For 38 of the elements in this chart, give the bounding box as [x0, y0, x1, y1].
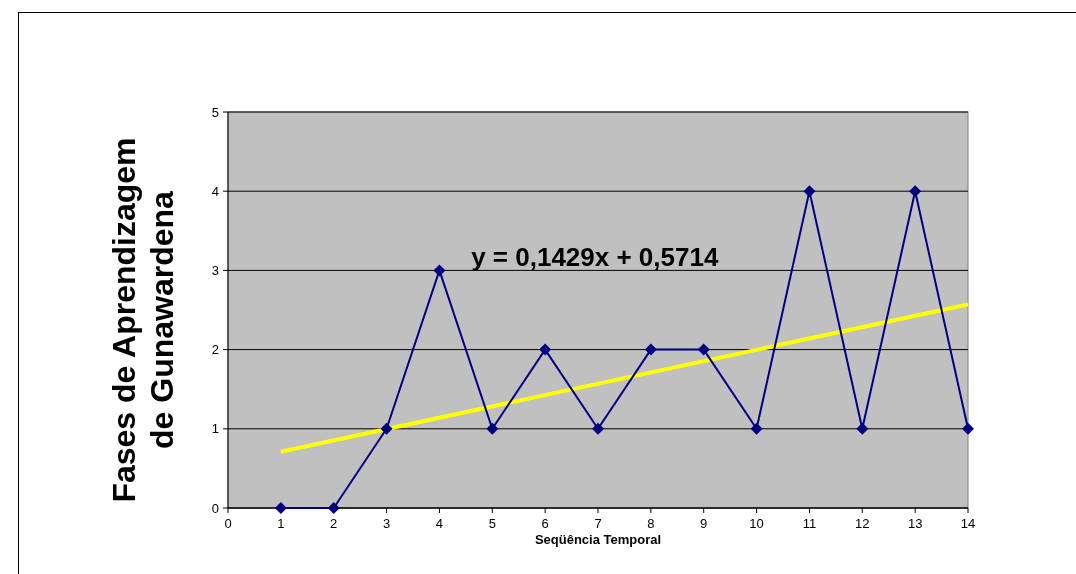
x-tick-label: 6: [541, 516, 549, 531]
point: [539, 343, 552, 356]
x-tick-label: 0: [224, 516, 232, 531]
point: [909, 185, 922, 198]
point: [486, 422, 499, 435]
annotation: y = 0,1429x + 0,5714: [471, 242, 719, 273]
point: [697, 343, 710, 356]
y-axis-title: Fases de Aprendizagem de Gunawardena: [106, 137, 180, 503]
point: [380, 422, 393, 435]
x-tick-label: 14: [960, 516, 976, 531]
x-tick-label: 10: [749, 516, 764, 531]
x-tick-label: 9: [700, 516, 708, 531]
point: [327, 502, 340, 514]
x-tick-label: 4: [435, 516, 444, 531]
point: [592, 422, 604, 435]
x-tick-label: 13: [907, 516, 923, 531]
point: [962, 422, 974, 435]
y-tick-label: 5: [211, 104, 219, 120]
y-tick-label: 4: [211, 183, 219, 199]
point: [803, 185, 816, 198]
y-tick-label: 3: [211, 262, 219, 278]
point: [750, 422, 763, 435]
x-tick-label: 8: [647, 516, 655, 531]
point: [856, 422, 869, 435]
x-axis-title: Seqüência Temporal: [534, 532, 662, 547]
x-tick-label: 12: [855, 516, 870, 531]
x-tick-label: 2: [330, 516, 338, 531]
point: [433, 264, 446, 277]
point: [644, 343, 657, 356]
y-tick-label: 1: [211, 421, 219, 437]
x-tick-label: 5: [488, 516, 496, 531]
y-tick-label: 0: [211, 500, 219, 516]
x-tick-label: 11: [802, 516, 817, 531]
x-tick-label: 1: [277, 516, 285, 531]
x-tick-label: 7: [594, 516, 602, 531]
x-tick-label: 3: [382, 516, 391, 531]
y-tick-label: 2: [211, 342, 219, 358]
point: [274, 502, 287, 514]
